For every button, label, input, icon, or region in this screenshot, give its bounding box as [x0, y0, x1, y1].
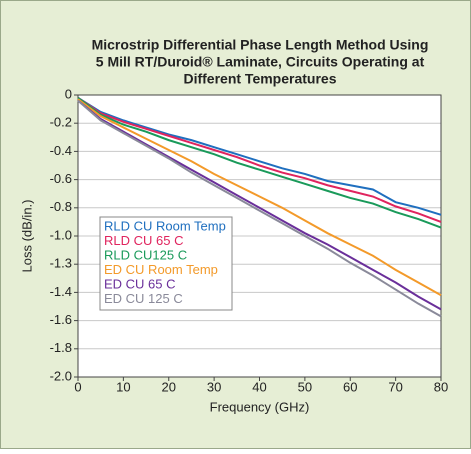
y-tick-label: -1.4 [50, 284, 72, 299]
x-tick-label: 30 [207, 379, 221, 394]
chart-title: 5 Mill RT/Duroid® Laminate, Circuits Ope… [96, 54, 425, 70]
plot-border [77, 94, 442, 378]
x-tick-label: 50 [298, 379, 312, 394]
legend-label: RLD CU 65 C [104, 233, 183, 248]
x-tick-label: 60 [343, 379, 357, 394]
legend-box [99, 216, 233, 311]
x-tick-label: 40 [252, 379, 266, 394]
series-line [77, 99, 442, 318]
series-line [77, 96, 442, 216]
y-tick-label: -1.8 [50, 340, 72, 355]
legend-label: RLD CU Room Temp [104, 218, 226, 233]
series-line [77, 97, 442, 229]
y-tick-label: -0.4 [50, 143, 72, 158]
y-tick-label: -2.0 [50, 368, 72, 383]
y-tick-label: 0 [65, 86, 72, 101]
legend-label: ED CU 125 C [104, 291, 183, 306]
chart-title: Microstrip Differential Phase Length Met… [92, 37, 429, 53]
y-tick-label: -0.8 [50, 199, 72, 214]
series-line [77, 98, 442, 297]
series-line [77, 96, 442, 223]
x-tick-label: 10 [116, 379, 130, 394]
x-tick-label: 80 [434, 379, 448, 394]
y-tick-label: -0.6 [50, 171, 72, 186]
legend-label: RLD CU125 C [104, 247, 187, 262]
y-axis-label: Loss (dB/in.) [19, 200, 34, 273]
x-tick-label: 70 [388, 379, 402, 394]
x-tick-label: 0 [74, 379, 81, 394]
y-tick-label: -1.6 [50, 312, 72, 327]
chart-title: Different Temperatures [183, 71, 336, 87]
x-tick-label: 20 [162, 379, 176, 394]
y-tick-label: -1.3 [50, 256, 72, 271]
legend-label: ED CU Room Temp [104, 262, 218, 277]
series-line [77, 99, 442, 311]
y-tick-label: -1.0 [50, 227, 72, 242]
x-axis-label: Frequency (GHz) [210, 399, 310, 414]
y-tick-label: -0.2 [50, 115, 72, 130]
legend-label: ED CU 65 C [104, 276, 176, 291]
